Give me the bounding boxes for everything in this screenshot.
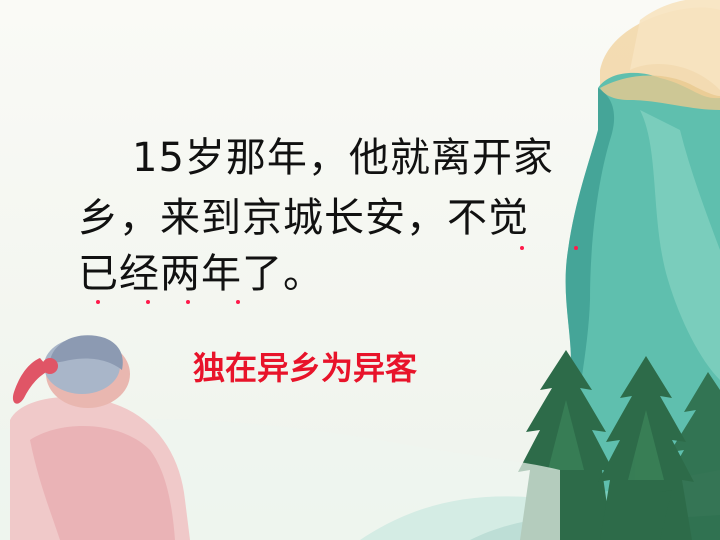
emphasis-dot [520,246,524,250]
cliff-top [600,75,720,110]
emphasis-dot [96,300,100,304]
cliff-shade [540,88,615,540]
text-line-1: 15岁那年，他就离开家 [132,135,554,181]
emphasis-dot [186,300,190,304]
text-line-2: 乡，来到京城长安，不觉 [78,195,529,241]
text-line-3: 已经两年了。 [78,251,324,297]
cliff-highlight [640,110,720,380]
emphasis-dot [236,300,240,304]
emphasis-dot [146,300,150,304]
emphasis-dot [574,246,578,250]
poet-figure [10,335,190,540]
caption: 独在异乡为异客 [193,349,418,387]
sun-glow [630,0,720,90]
